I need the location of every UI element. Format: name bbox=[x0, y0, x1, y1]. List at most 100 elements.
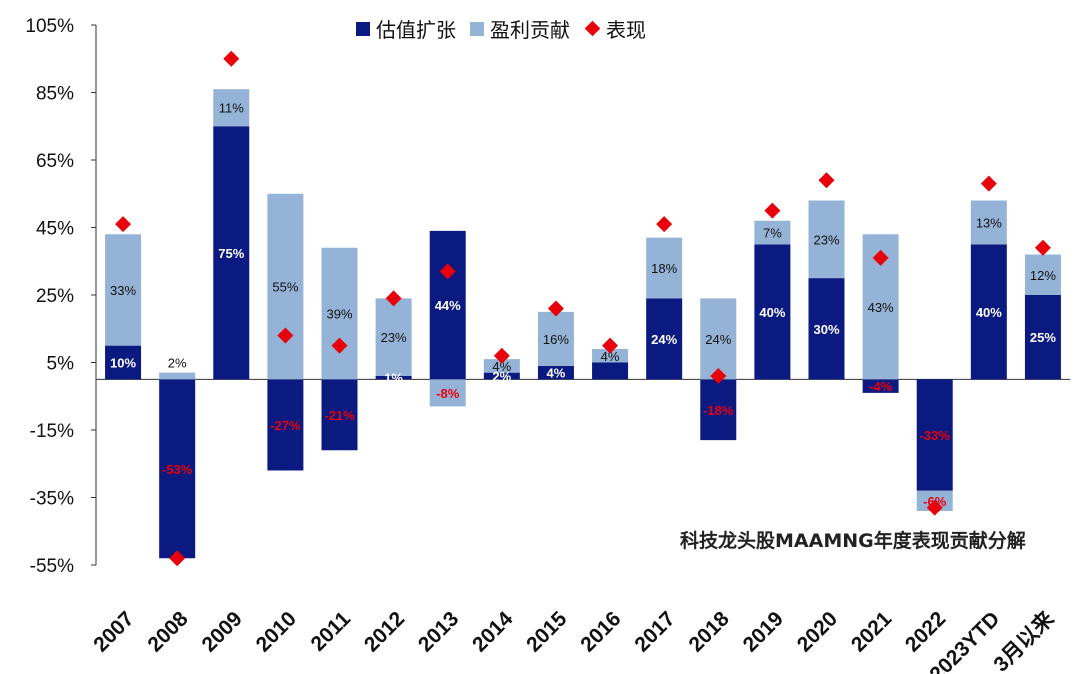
x-tick-label: 2020 bbox=[793, 607, 842, 656]
bar-valuation bbox=[808, 278, 845, 380]
x-tick-label: 2015 bbox=[522, 607, 572, 657]
data-label-valuation: 10% bbox=[110, 356, 136, 371]
data-label-valuation: 40% bbox=[759, 305, 785, 320]
data-label-valuation: 75% bbox=[218, 246, 244, 261]
bar-earnings bbox=[375, 298, 412, 376]
bar-earnings bbox=[700, 298, 737, 380]
bar-earnings bbox=[537, 311, 574, 366]
bar-valuation bbox=[754, 244, 791, 380]
bar-valuation bbox=[105, 345, 142, 380]
x-tick-label: 2007 bbox=[89, 607, 138, 656]
performance-marker bbox=[710, 368, 727, 384]
x-tick-label: 2009 bbox=[198, 607, 247, 656]
data-label-earnings: 4% bbox=[601, 349, 620, 364]
data-label-earnings: 43% bbox=[868, 300, 894, 315]
data-label-valuation: 2% bbox=[492, 369, 511, 384]
bar-earnings bbox=[213, 89, 250, 127]
y-tick-label: -55% bbox=[30, 556, 74, 577]
y-tick-label: -15% bbox=[30, 421, 74, 442]
data-label-valuation: -21% bbox=[324, 408, 355, 423]
x-tick-label: 3月以来 bbox=[989, 606, 1059, 674]
bar-earnings bbox=[808, 200, 845, 279]
data-label-earnings: 16% bbox=[543, 332, 569, 347]
data-label-valuation: -4% bbox=[869, 379, 893, 394]
bar-earnings bbox=[267, 193, 304, 380]
bar-earnings bbox=[105, 234, 142, 346]
data-label-earnings: 2% bbox=[168, 356, 187, 371]
performance-marker bbox=[1034, 239, 1051, 256]
x-tick-label: 2018 bbox=[685, 607, 735, 657]
data-label-valuation: 30% bbox=[813, 322, 839, 337]
data-label-earnings: 7% bbox=[763, 226, 782, 241]
bars bbox=[105, 89, 1061, 559]
data-label-valuation: -27% bbox=[270, 418, 301, 433]
bar-valuation bbox=[862, 379, 899, 393]
legend-label-valuation: 估值扩张 bbox=[376, 18, 456, 42]
legend-swatch-earnings bbox=[470, 21, 484, 36]
bar-earnings bbox=[754, 220, 791, 245]
data-label-earnings: 23% bbox=[813, 232, 839, 247]
legend-swatch-valuation bbox=[356, 21, 370, 36]
y-tick-label: 5% bbox=[47, 354, 75, 375]
y-tick-label: 45% bbox=[36, 219, 74, 240]
x-tick-label: 2008 bbox=[143, 607, 193, 657]
bar-valuation bbox=[213, 126, 250, 380]
data-label-valuation: 44% bbox=[435, 298, 461, 313]
data-label-valuation: -18% bbox=[703, 403, 734, 418]
x-tick-label: 2017 bbox=[630, 607, 679, 656]
data-labels: 10% 33% -53% 2% 75% 11% -27% 55% -21% 39% 1% 23% 44%… bbox=[110, 101, 1056, 509]
bar-valuation bbox=[267, 379, 304, 471]
bar-valuation bbox=[916, 379, 953, 491]
legend-diamond-icon bbox=[584, 20, 601, 37]
bar-valuation bbox=[970, 244, 1007, 380]
performance-marker bbox=[223, 50, 240, 67]
y-tick-label: -35% bbox=[30, 489, 74, 510]
data-label-earnings: 11% bbox=[219, 101, 244, 116]
performance-marker bbox=[331, 337, 348, 354]
x-tick-label: 2016 bbox=[576, 607, 625, 656]
data-label-earnings: 33% bbox=[110, 283, 136, 298]
bar-valuation bbox=[159, 379, 196, 559]
performance-marker bbox=[980, 175, 997, 192]
data-label-earnings: 39% bbox=[326, 307, 352, 322]
bar-valuation bbox=[375, 376, 412, 380]
data-label-earnings: 18% bbox=[651, 261, 677, 276]
performance-marker bbox=[656, 216, 673, 233]
bar-earnings bbox=[970, 200, 1007, 245]
data-label-earnings: 4% bbox=[492, 359, 511, 374]
data-label-valuation: 40% bbox=[976, 305, 1002, 320]
legend-item-valuation: 估值扩张 bbox=[356, 14, 456, 43]
y-tick-label: 25% bbox=[36, 286, 74, 307]
performance-markers bbox=[115, 50, 1051, 567]
data-label-valuation: 24% bbox=[651, 332, 677, 347]
data-label-valuation: 1% bbox=[384, 371, 403, 386]
bar-valuation bbox=[646, 298, 683, 380]
performance-marker bbox=[602, 337, 619, 354]
data-label-valuation: -53% bbox=[162, 462, 193, 477]
legend-label-performance: 表现 bbox=[606, 18, 646, 42]
bar-earnings bbox=[592, 349, 629, 363]
x-tick-label: 2011 bbox=[307, 607, 356, 656]
legend-item-performance: 表现 bbox=[584, 14, 646, 43]
data-label-valuation: 25% bbox=[1030, 330, 1056, 345]
legend-item-earnings: 盈利贡献 bbox=[470, 14, 570, 43]
bar-valuation bbox=[700, 379, 737, 441]
data-label-earnings: 23% bbox=[381, 330, 407, 345]
performance-marker bbox=[926, 499, 943, 516]
data-label-valuation: -33% bbox=[920, 428, 951, 443]
x-tick-label: 2014 bbox=[468, 607, 518, 657]
performance-marker bbox=[439, 263, 456, 280]
chart-title: 科技龙头股MAAMNG年度表现贡献分解 bbox=[680, 530, 1026, 552]
data-label-earnings: 24% bbox=[705, 332, 731, 347]
performance-marker bbox=[764, 202, 781, 219]
legend: 估值扩张 盈利贡献 表现 bbox=[356, 14, 660, 43]
y-tick-label: 85% bbox=[36, 84, 74, 105]
legend-label-earnings: 盈利贡献 bbox=[490, 18, 570, 42]
bar-valuation bbox=[537, 365, 574, 380]
x-tick-label: 2019 bbox=[739, 607, 788, 656]
bar-valuation bbox=[429, 230, 466, 380]
bar-earnings bbox=[646, 237, 683, 299]
bar-valuation bbox=[592, 362, 629, 380]
performance-marker bbox=[385, 290, 402, 307]
